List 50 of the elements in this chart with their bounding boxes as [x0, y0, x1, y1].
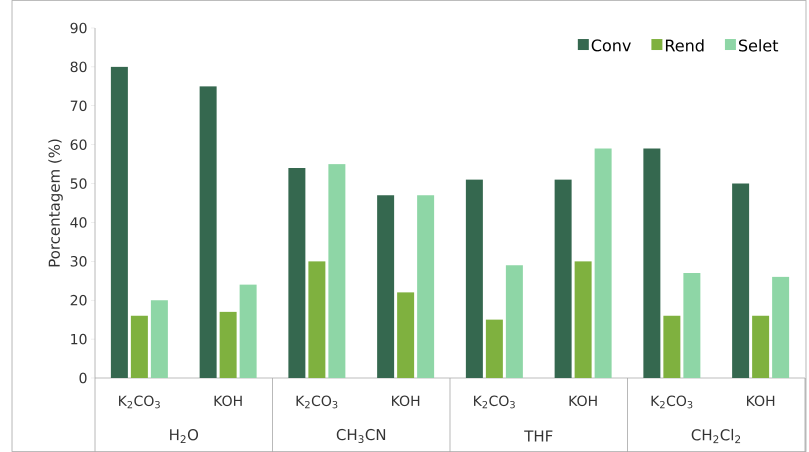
- bar: [397, 292, 414, 378]
- legend-label: Rend: [666, 39, 704, 52]
- y-tick-label: 10: [71, 334, 87, 344]
- bar: [752, 316, 770, 378]
- bar: [732, 184, 750, 378]
- bar: [486, 320, 503, 378]
- bar: [220, 312, 237, 378]
- bar: [506, 265, 523, 378]
- bar: [308, 261, 326, 378]
- bar: [554, 180, 572, 378]
- text: THF: [524, 430, 552, 442]
- bar: [643, 148, 660, 378]
- y-axis-title: Porcentagem (%): [48, 139, 63, 266]
- x-tick-label: K$_{2}$CO$_{3}$: [296, 396, 338, 408]
- y-tick-label: 80: [70, 62, 87, 72]
- bar: [110, 66, 128, 378]
- bar: [328, 164, 346, 378]
- x-tick-label: K$_{2}$CO$_{3}$: [652, 396, 692, 408]
- bar: [772, 276, 790, 378]
- x-tick-label: K$_{2}$CO$_{3}$: [119, 396, 160, 408]
- bar: [377, 195, 394, 378]
- bar: [417, 195, 434, 378]
- y-tick-label: 30: [70, 256, 87, 267]
- y-tick-label: 60: [70, 139, 87, 150]
- bar: [288, 168, 306, 378]
- x-tick-label: KOH: [214, 396, 242, 406]
- bar: [200, 86, 217, 378]
- bar: [240, 284, 257, 378]
- text: CH$_{3}$CN: [336, 428, 386, 444]
- x-tick-label: KOH: [747, 396, 774, 406]
- x-tick-label: KOH: [392, 396, 420, 406]
- x-tick-label: KOH: [570, 396, 597, 406]
- x-tick-label: K$_{2}$CO$_{3}$: [474, 396, 515, 408]
- bar: [130, 316, 148, 378]
- text: H$_{2}$O: [170, 429, 198, 443]
- y-tick-label: 70: [70, 100, 87, 112]
- y-tick-label: 40: [70, 217, 87, 228]
- y-tick-label: 0: [79, 372, 87, 384]
- bar: [594, 148, 612, 378]
- legend-label: Conv: [592, 39, 631, 52]
- bar: [663, 316, 680, 378]
- text: CH$_{2}$Cl$_{2}$: [692, 428, 740, 444]
- bar: [683, 272, 700, 378]
- y-tick-label: 90: [70, 22, 87, 34]
- bar: [150, 300, 168, 378]
- bar: [466, 180, 483, 378]
- bar: [574, 261, 592, 378]
- legend-label: Selet: [738, 39, 778, 52]
- y-tick-label: 20: [70, 294, 87, 306]
- y-tick-label: 50: [70, 178, 87, 189]
